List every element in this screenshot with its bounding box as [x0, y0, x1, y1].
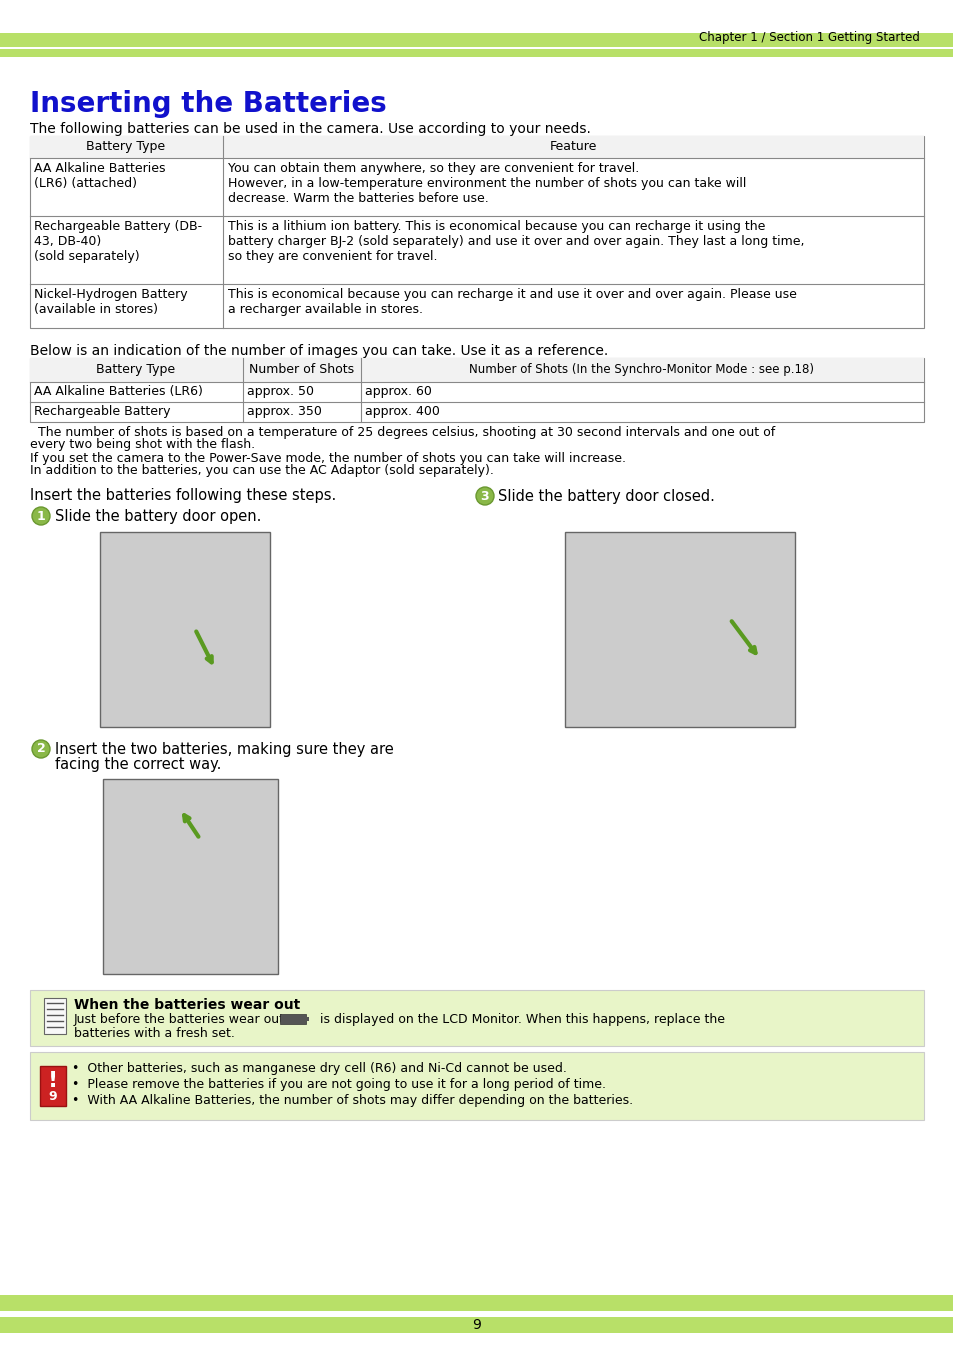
Text: approx. 50: approx. 50: [247, 385, 314, 399]
Text: Number of Shots: Number of Shots: [249, 363, 355, 376]
Text: If you set the camera to the Power-Save mode, the number of shots you can take w: If you set the camera to the Power-Save …: [30, 453, 625, 465]
Text: Battery Type: Battery Type: [87, 141, 166, 153]
Bar: [0, 47, 953, 49]
Bar: [306, 1017, 309, 1021]
Text: !: !: [48, 1071, 58, 1092]
Bar: [30, 358, 923, 382]
Bar: [0, 32, 953, 47]
Text: every two being shot with the flash.: every two being shot with the flash.: [30, 438, 254, 451]
Text: Slide the battery door open.: Slide the battery door open.: [55, 509, 261, 524]
Text: •  With AA Alkaline Batteries, the number of shots may differ depending on the b: • With AA Alkaline Batteries, the number…: [71, 1094, 633, 1106]
Text: Chapter 1 / Section 1 Getting Started: Chapter 1 / Section 1 Getting Started: [699, 31, 919, 45]
Text: •  Please remove the batteries if you are not going to use it for a long period : • Please remove the batteries if you are…: [71, 1078, 605, 1092]
Text: AA Alkaline Batteries
(LR6) (attached): AA Alkaline Batteries (LR6) (attached): [34, 162, 165, 190]
Text: Insert the two batteries, making sure they are: Insert the two batteries, making sure th…: [55, 742, 394, 757]
Text: Nickel-Hydrogen Battery
(available in stores): Nickel-Hydrogen Battery (available in st…: [34, 288, 188, 316]
Text: In addition to the batteries, you can use the AC Adaptor (sold separately).: In addition to the batteries, you can us…: [30, 463, 494, 477]
Bar: [103, 780, 277, 974]
Text: When the batteries wear out: When the batteries wear out: [74, 998, 300, 1012]
Text: This is economical because you can recharge it and use it over and over again. P: This is economical because you can recha…: [228, 288, 796, 316]
Text: 9: 9: [472, 1319, 481, 1332]
Bar: [30, 136, 923, 158]
Text: Number of Shots (In the Synchro-Monitor Mode : see p.18): Number of Shots (In the Synchro-Monitor …: [469, 363, 814, 376]
Text: approx. 350: approx. 350: [247, 405, 321, 417]
Bar: [30, 358, 923, 422]
Text: •  Other batteries, such as manganese dry cell (R6) and Ni-Cd cannot be used.: • Other batteries, such as manganese dry…: [71, 1062, 566, 1075]
Text: 9: 9: [49, 1089, 57, 1102]
Bar: [100, 532, 270, 727]
Text: This is a lithium ion battery. This is economical because you can recharge it us: This is a lithium ion battery. This is e…: [228, 220, 803, 263]
Text: The number of shots is based on a temperature of 25 degrees celsius, shooting at: The number of shots is based on a temper…: [30, 426, 775, 439]
Text: 3: 3: [480, 489, 489, 503]
Bar: [30, 990, 923, 1046]
Text: 2: 2: [36, 743, 46, 755]
Text: Insert the batteries following these steps.: Insert the batteries following these ste…: [30, 488, 335, 503]
Bar: [0, 1313, 953, 1317]
Circle shape: [476, 486, 494, 505]
Text: Rechargeable Battery (DB-
43, DB-40)
(sold separately): Rechargeable Battery (DB- 43, DB-40) (so…: [34, 220, 202, 263]
Bar: [40, 1066, 66, 1106]
Text: Below is an indication of the number of images you can take. Use it as a referen: Below is an indication of the number of …: [30, 345, 608, 358]
Text: approx. 400: approx. 400: [365, 405, 439, 417]
Bar: [0, 1296, 953, 1310]
Bar: [564, 532, 794, 727]
Text: 1: 1: [36, 509, 46, 523]
Bar: [30, 136, 923, 328]
Text: You can obtain them anywhere, so they are convenient for travel.
However, in a l: You can obtain them anywhere, so they ar…: [228, 162, 745, 205]
Text: Battery Type: Battery Type: [96, 363, 175, 376]
Text: Inserting the Batteries: Inserting the Batteries: [30, 91, 386, 118]
Circle shape: [32, 740, 50, 758]
Bar: [280, 1015, 306, 1024]
Circle shape: [32, 507, 50, 526]
Bar: [0, 49, 953, 57]
Text: Just before the batteries wear out,: Just before the batteries wear out,: [74, 1013, 296, 1025]
Text: Rechargeable Battery: Rechargeable Battery: [34, 405, 171, 417]
Text: is displayed on the LCD Monitor. When this happens, replace the: is displayed on the LCD Monitor. When th…: [312, 1013, 724, 1025]
Text: approx. 60: approx. 60: [365, 385, 432, 399]
Text: Slide the battery door closed.: Slide the battery door closed.: [497, 489, 714, 504]
Text: facing the correct way.: facing the correct way.: [55, 757, 221, 771]
Bar: [44, 998, 66, 1034]
Text: Feature: Feature: [549, 141, 596, 153]
Text: AA Alkaline Batteries (LR6): AA Alkaline Batteries (LR6): [34, 385, 203, 399]
Bar: [30, 1052, 923, 1120]
Bar: [0, 1317, 953, 1333]
Text: The following batteries can be used in the camera. Use according to your needs.: The following batteries can be used in t…: [30, 122, 590, 136]
Text: batteries with a fresh set.: batteries with a fresh set.: [74, 1027, 234, 1040]
